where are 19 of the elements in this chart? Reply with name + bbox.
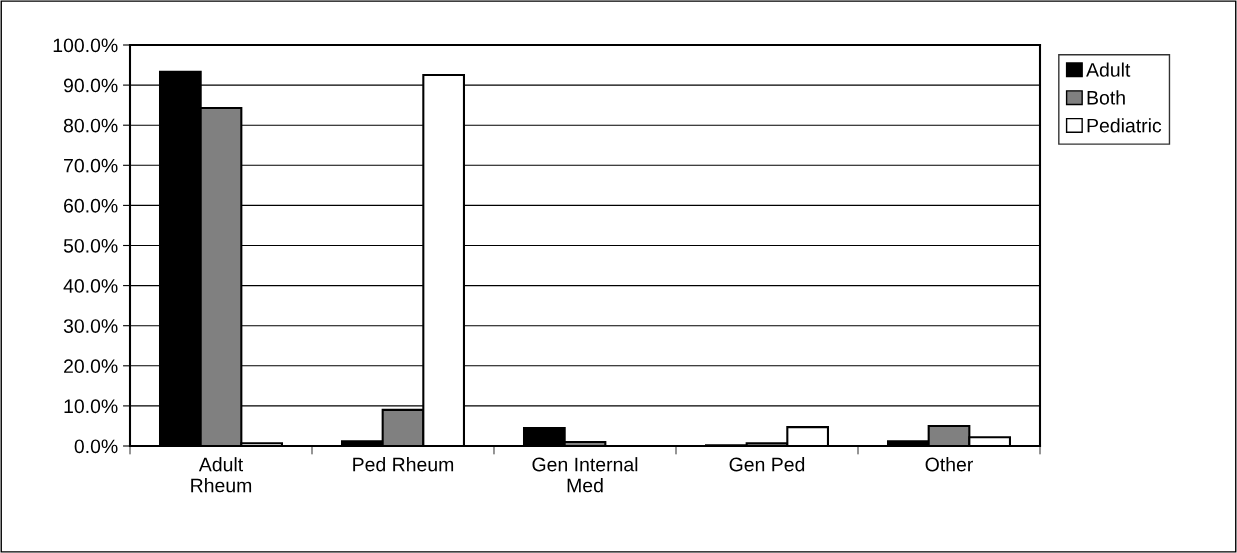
y-tick-label: 70.0% (64, 158, 118, 173)
y-tick-label: 40.0% (63, 279, 118, 293)
y-tick-label: 100.0% (53, 38, 118, 53)
legend-label: Pediatric (1087, 118, 1162, 133)
x-tick-label: Ped Rheum (353, 457, 454, 472)
y-tick-label: 10.0% (64, 399, 118, 414)
legend-label: Adult (1086, 62, 1131, 77)
x-tick-label: Adult Rheum (191, 457, 252, 493)
x-tick-label: Gen Ped (729, 457, 805, 472)
y-tick-label: 30.0% (63, 319, 118, 333)
y-tick-label: 80.0% (63, 118, 118, 133)
legend-label: Both (1087, 90, 1125, 105)
y-tick-label: 50.0% (63, 238, 118, 253)
y-tick-label: 20.0% (64, 359, 118, 374)
x-tick-label: Other (925, 457, 973, 472)
y-tick-label: 60.0% (64, 198, 118, 213)
x-tick-label: Gen Internal Med (532, 457, 638, 493)
y-tick-label: 90.0% (63, 78, 118, 93)
y-tick-label: 0.0% (74, 439, 118, 454)
